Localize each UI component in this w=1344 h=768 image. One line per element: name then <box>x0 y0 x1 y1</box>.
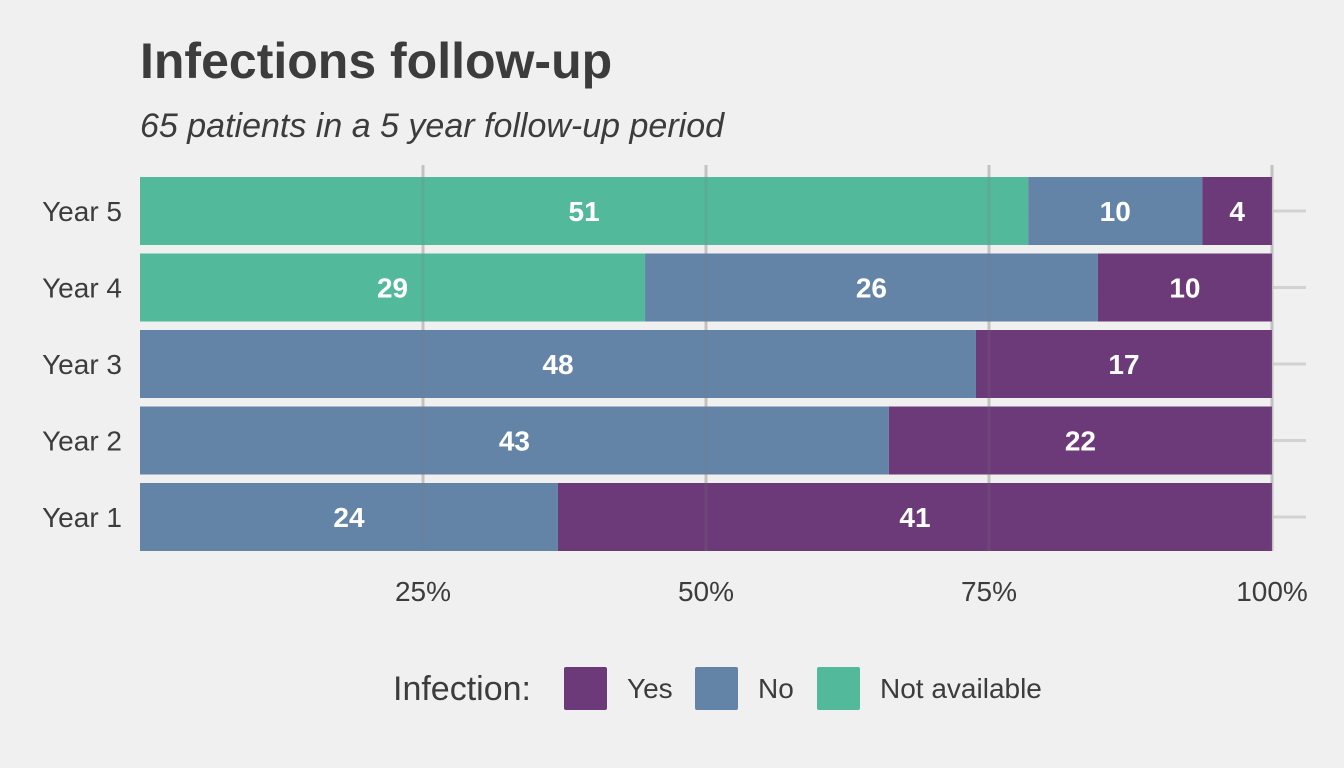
x-tick-label: 50% <box>678 576 734 607</box>
y-tick-label: Year 1 <box>42 502 122 533</box>
legend-swatch-yes <box>564 667 607 710</box>
legend-label-not-available: Not available <box>880 673 1042 704</box>
bar-value-label: 22 <box>1065 426 1096 457</box>
bar-segment-yes <box>888 406 1272 475</box>
bar-segment-no <box>140 483 558 551</box>
bar-labels: 51 10 4 29 26 10 48 17 43 22 24 41 <box>333 196 1245 533</box>
y-tick-label: Year 4 <box>42 273 122 304</box>
bar-value-label: 10 <box>1169 273 1200 304</box>
bar-value-label: 17 <box>1108 349 1139 380</box>
bar-segment-no <box>140 406 889 475</box>
bar-value-label: 4 <box>1229 196 1245 227</box>
chart-title: Infections follow-up <box>140 33 612 89</box>
y-tick-label: Year 3 <box>42 349 122 380</box>
bar-value-label: 24 <box>333 502 365 533</box>
chart-subtitle: 65 patients in a 5 year follow-up period <box>140 107 725 145</box>
bar-segment-yes <box>1202 177 1272 245</box>
legend-title: Infection: <box>393 670 531 708</box>
legend-swatch-no <box>695 667 738 710</box>
bars <box>140 177 1272 551</box>
bar-value-label: 43 <box>499 426 530 457</box>
y-tick-label: Year 5 <box>42 196 122 227</box>
x-axis-ticks: 25% 50% 75% 100% <box>395 576 1308 607</box>
bar-value-label: 41 <box>899 502 930 533</box>
legend-swatch-not-available <box>817 667 860 710</box>
legend-label-yes: Yes <box>627 673 673 704</box>
vertical-grid-overlay <box>421 165 1274 551</box>
bar-segment-not-available <box>140 177 1029 245</box>
x-tick-label: 100% <box>1236 576 1308 607</box>
x-tick-label: 75% <box>961 576 1017 607</box>
bar-value-label: 10 <box>1100 196 1131 227</box>
bar-segment-no <box>140 330 976 398</box>
bar-segment-yes <box>975 330 1272 398</box>
bar-segment-yes <box>557 483 1272 551</box>
legend: Infection: Yes No Not available <box>393 667 1042 710</box>
legend-label-no: No <box>758 673 794 704</box>
y-axis-ticks: Year 5 Year 4 Year 3 Year 2 Year 1 <box>42 196 122 533</box>
bar-value-label: 51 <box>569 196 600 227</box>
bar-value-label: 48 <box>542 349 573 380</box>
bar-segment-yes <box>1097 253 1272 322</box>
bar-segment-not-available <box>140 253 646 322</box>
bar-value-label: 29 <box>377 273 408 304</box>
bar-segment-no <box>645 253 1098 322</box>
bar-segment-no <box>1028 177 1203 245</box>
bar-value-label: 26 <box>856 273 887 304</box>
y-tick-label: Year 2 <box>42 426 122 457</box>
x-tick-label: 25% <box>395 576 451 607</box>
